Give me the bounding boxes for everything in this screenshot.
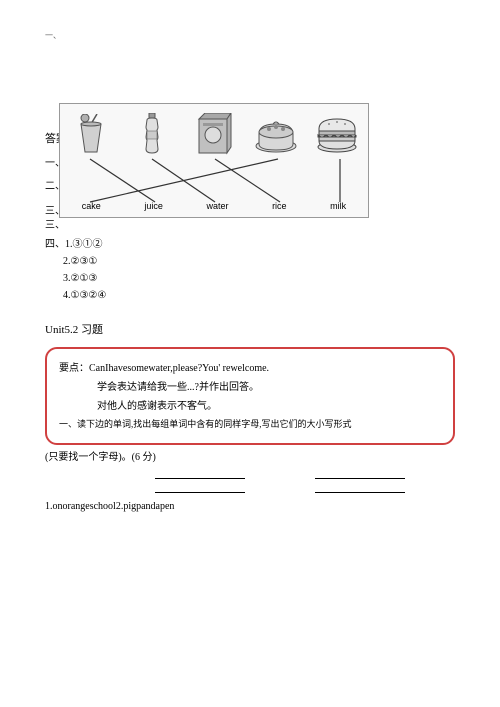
- section-four-line3: 3.②①③: [45, 273, 455, 284]
- key-point-line4: 一、读下边的单词,找出每组单词中含有的同样字母,写出它们的大小写形式: [59, 416, 441, 433]
- question-1: 1.onorangeschool2.pigpandapen: [45, 501, 455, 512]
- blank-line: [155, 469, 245, 479]
- section-four-line2: 2.②③①: [45, 256, 455, 267]
- section-four: 四、1.③①② 2.②③① 3.②①③ 4.①③②④: [45, 235, 455, 301]
- label-milk: milk: [330, 201, 346, 211]
- matching-diagram: cake juice water rice milk: [59, 103, 369, 218]
- unit-title: Unit5.2 习题: [45, 321, 455, 337]
- diagram-labels-row: cake juice water rice milk: [60, 201, 368, 211]
- key-points-box: 要点：CanIhavesomewater,please?You' rewelco…: [45, 347, 455, 445]
- label-water: water: [206, 201, 228, 211]
- label-rice: rice: [272, 201, 287, 211]
- key-point-line2: 学会表达请给我一些...?并作出回答。: [59, 378, 441, 397]
- section-four-line1: 四、1.③①②: [45, 235, 455, 250]
- section-three-label-bottom: 三、: [45, 216, 455, 231]
- out-of-box-text: (只要找一个字母)。(6 分): [45, 449, 455, 467]
- blank-col-1: [155, 469, 245, 493]
- header-mark: 一、: [45, 30, 61, 41]
- section-four-line4: 4.①③②④: [45, 290, 455, 301]
- key-point-line3: 对他人的感谢表示不客气。: [59, 397, 441, 416]
- blank-line: [315, 469, 405, 479]
- blank-line: [315, 483, 405, 493]
- label-cake: cake: [82, 201, 101, 211]
- label-juice: juice: [144, 201, 163, 211]
- key-point-line1: 要点：CanIhavesomewater,please?You' rewelco…: [59, 359, 441, 378]
- answer-blanks-row: [155, 469, 455, 493]
- blank-col-2: [315, 469, 405, 493]
- blank-line: [155, 483, 245, 493]
